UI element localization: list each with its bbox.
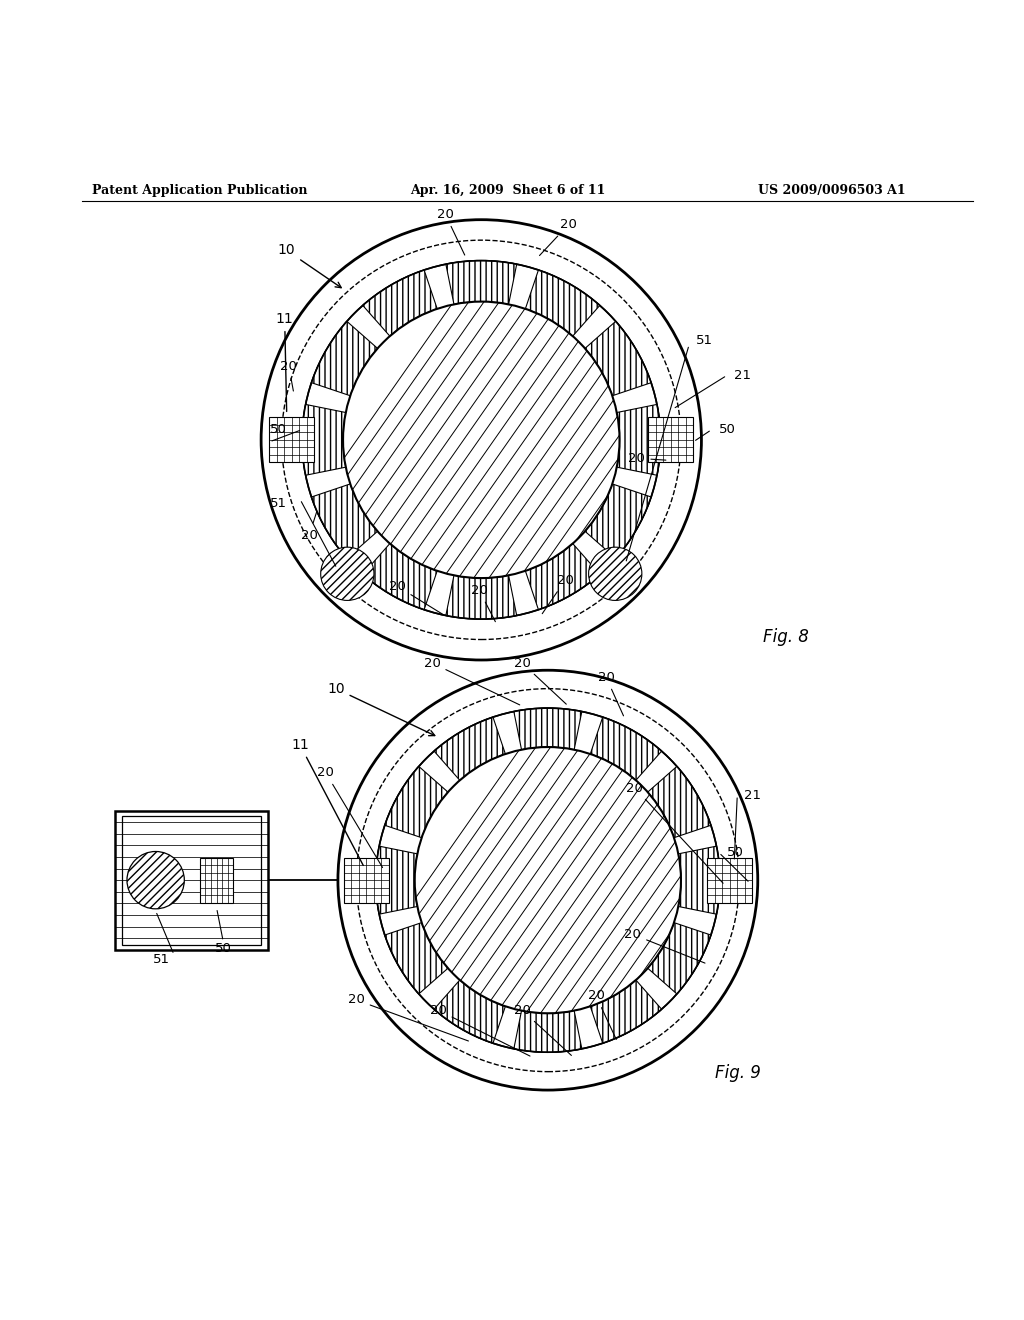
Polygon shape [514,1011,582,1052]
Text: 20: 20 [598,671,624,715]
Text: 51: 51 [270,496,287,510]
Polygon shape [385,767,447,838]
Text: 50: 50 [719,424,735,436]
Text: Apr. 16, 2009  Sheet 6 of 11: Apr. 16, 2009 Sheet 6 of 11 [410,183,605,197]
Polygon shape [525,271,600,337]
Text: 20: 20 [424,656,520,705]
Text: 51: 51 [696,334,713,347]
Text: 20: 20 [588,990,616,1039]
Bar [269,417,314,462]
Text: 20: 20 [437,209,465,255]
Text: 20: 20 [540,218,577,256]
Polygon shape [590,717,662,780]
Text: 20: 20 [317,766,383,867]
Text: 20: 20 [348,994,468,1041]
Bar [648,417,693,462]
Polygon shape [648,767,711,838]
Text: 50: 50 [270,424,287,436]
Text: 20: 20 [514,656,566,704]
Polygon shape [445,260,517,305]
Text: 20: 20 [281,359,297,391]
Text: 20: 20 [471,583,496,622]
Polygon shape [434,979,506,1043]
Bar [200,858,233,903]
Circle shape [356,689,739,1072]
Text: 20: 20 [543,574,573,614]
Polygon shape [648,923,711,994]
Text: 10: 10 [278,243,341,288]
Text: 11: 11 [291,738,364,866]
Polygon shape [585,484,651,558]
Circle shape [589,548,642,601]
Text: 20: 20 [627,781,723,883]
Text: Fig. 9: Fig. 9 [715,1064,761,1081]
Text: 20: 20 [389,579,443,615]
Text: 10: 10 [327,681,435,735]
Text: 20: 20 [625,928,705,964]
Polygon shape [514,708,582,750]
Text: 50: 50 [215,942,231,956]
Text: 11: 11 [275,312,294,412]
Text: 50: 50 [727,846,743,859]
Circle shape [343,301,620,578]
Text: 21: 21 [734,368,751,381]
Polygon shape [385,923,447,994]
Text: 20: 20 [629,451,666,465]
Bar [707,858,752,903]
Polygon shape [434,717,506,780]
Text: 20: 20 [301,512,317,541]
Polygon shape [590,979,662,1043]
Ellipse shape [127,851,184,909]
Text: US 2009/0096503 A1: US 2009/0096503 A1 [758,183,905,197]
Circle shape [261,219,701,660]
Text: 51: 51 [154,953,170,965]
Polygon shape [376,846,418,915]
Bar [115,810,268,950]
Circle shape [415,747,681,1014]
Text: Fig. 8: Fig. 8 [763,628,809,647]
Text: 21: 21 [744,788,761,801]
Polygon shape [302,404,346,475]
Polygon shape [311,484,378,558]
Circle shape [302,260,660,619]
Polygon shape [678,846,720,915]
Text: 20: 20 [514,1003,571,1056]
Bar [344,858,389,903]
Polygon shape [362,271,437,337]
Polygon shape [585,321,651,396]
Bar [122,816,261,945]
Polygon shape [525,544,600,610]
Text: Patent Application Publication: Patent Application Publication [92,183,307,197]
Polygon shape [362,544,437,610]
Text: 20: 20 [430,1003,530,1056]
Circle shape [376,708,720,1052]
Circle shape [321,548,374,601]
Polygon shape [616,404,660,475]
Polygon shape [311,321,378,396]
Circle shape [338,671,758,1090]
Polygon shape [445,576,517,619]
Circle shape [282,240,681,639]
